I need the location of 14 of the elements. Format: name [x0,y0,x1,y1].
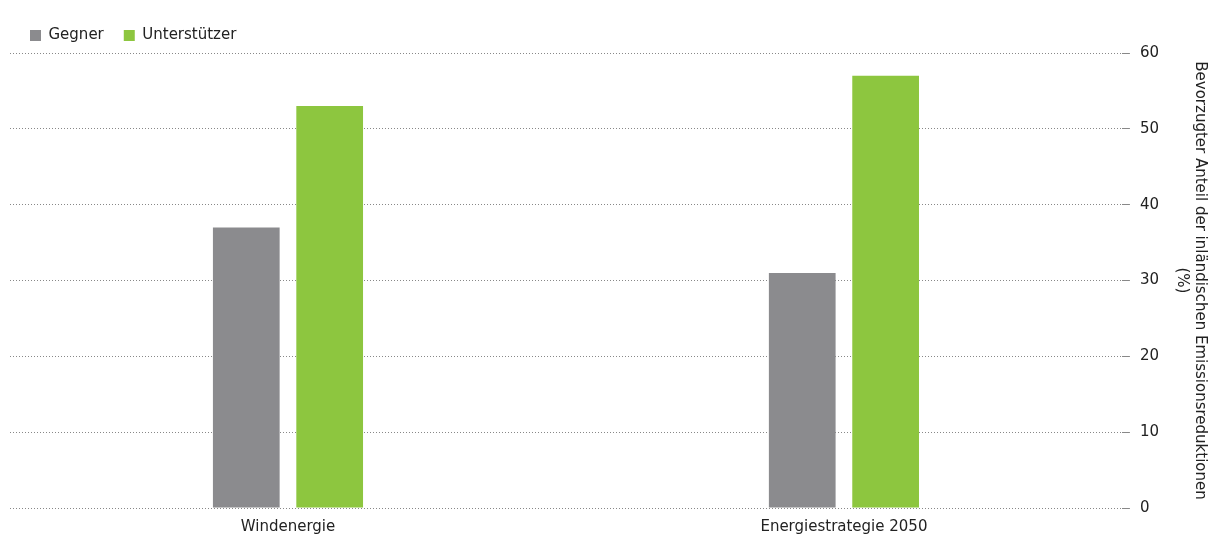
y-tick-label: 20 [1139,346,1160,365]
y-tick-label: 50 [1139,118,1160,137]
y-tick-label: 0 [1139,497,1150,516]
bar [852,75,919,508]
y-axis-title: Bevorzugter Anteil der inländischen Emissionsreduktionen (%) [1174,61,1211,500]
y-tick-label: 40 [1139,194,1160,213]
y-tick-label: 30 [1139,270,1160,289]
x-tick-label: Windenergie [240,516,336,535]
legend-label: Gegner [48,25,105,44]
bar [296,106,364,508]
x-tick-label: Energiestrategie 2050 [760,516,928,535]
legend-label: Unterstützer [142,25,238,44]
y-tick-label: 60 [1139,42,1160,61]
y-tick-label: 10 [1139,422,1160,441]
